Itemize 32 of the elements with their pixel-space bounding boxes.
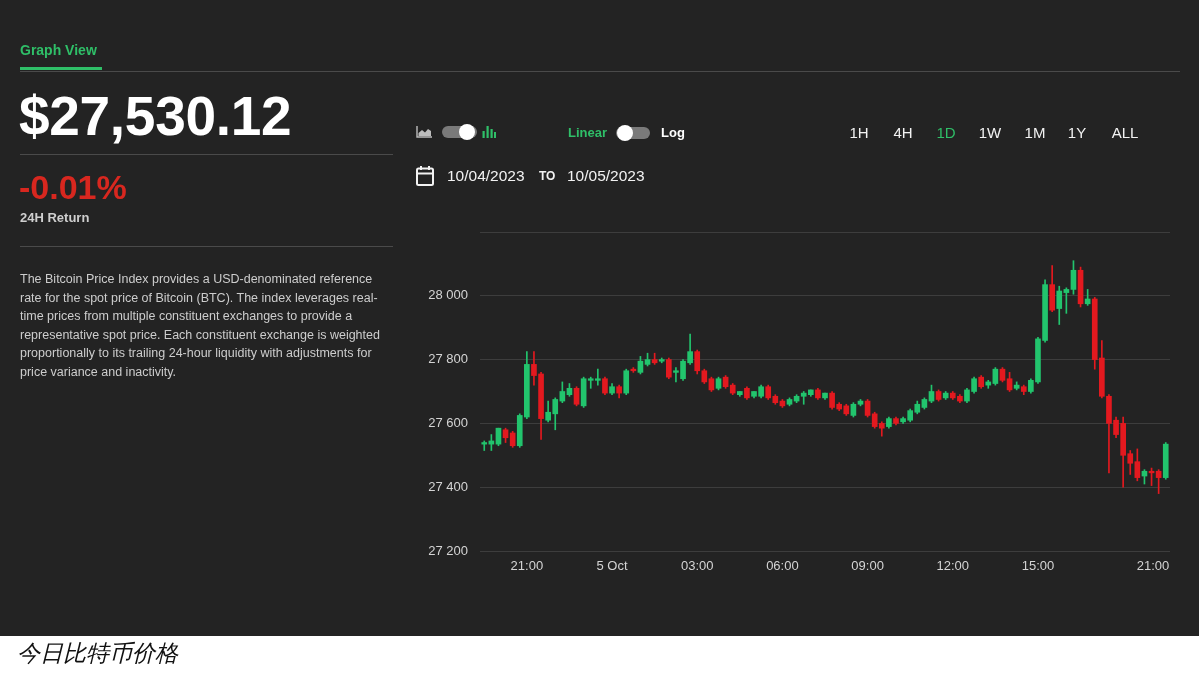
- text: ALL: [1111, 124, 1139, 141]
- text: 10/05/2023: [567, 167, 645, 184]
- text: 1D: [936, 124, 956, 141]
- text: The Bitcoin Price Index provides a USD-denominated reference rate for the spot price of Bitcoin (BTC). The index leverages real-time prices from multiple constituent exchanges to provide a representative spot price. Each constituent exchange is weighted proportionally to its trailing 24-hour liquidity with adjustments for price variance and inactivity.: [20, 271, 381, 381]
- y-tick-label: 27 400: [428, 478, 468, 494]
- x-tick-label: 5 Oct: [596, 558, 628, 574]
- text: 1Y: [1067, 124, 1087, 141]
- x-tick-label: 03:00: [680, 558, 714, 574]
- text: $27,530.12: [19, 85, 292, 147]
- x-tick-label: 06:00: [766, 558, 799, 574]
- text: 今日比特币价格: [17, 640, 178, 666]
- x-tick-label: 09:00: [851, 558, 884, 574]
- text: 1M: [1024, 124, 1046, 141]
- text: 1W: [978, 124, 1002, 141]
- text: TO: [539, 169, 556, 183]
- x-tick-label: 15:00: [1021, 558, 1055, 574]
- x-tick-label: 12:00: [936, 558, 970, 574]
- text: Log: [661, 125, 685, 140]
- x-tick-label: 21:00: [510, 558, 544, 574]
- text: -0.01%: [19, 168, 127, 206]
- candlestick: [481, 440, 488, 451]
- y-tick-label: 28 000: [428, 287, 468, 303]
- text: Linear: [568, 125, 608, 140]
- text: 24H Return: [20, 210, 90, 225]
- text: 10/04/2023: [447, 167, 525, 184]
- x-tick-label: 21:00: [1136, 558, 1170, 574]
- y-tick-label: 27 800: [428, 351, 468, 367]
- text: 4H: [893, 124, 913, 141]
- text: Graph View: [20, 42, 97, 58]
- y-tick-label: 27 600: [428, 414, 468, 430]
- y-tick-label: 27 200: [428, 542, 468, 558]
- text: 1H: [849, 124, 869, 141]
